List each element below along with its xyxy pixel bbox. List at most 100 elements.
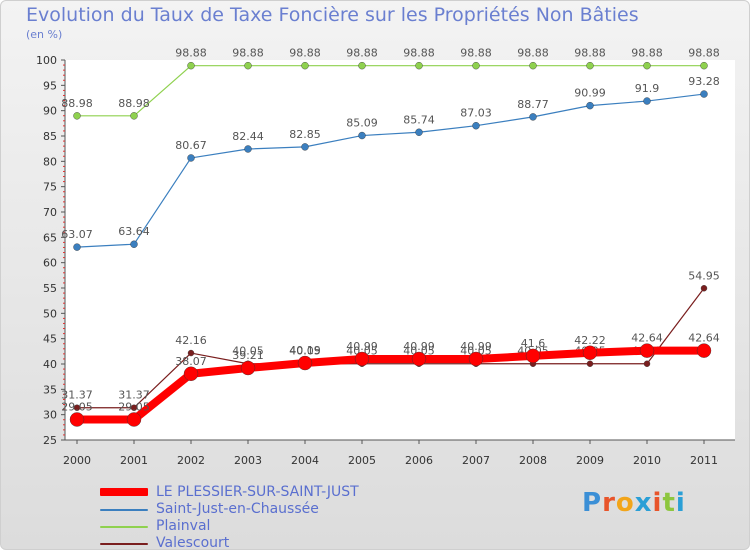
data-label-saint-just-en-chauss-e: 93.28 (688, 75, 720, 88)
y-tick-label: 90 (43, 105, 57, 118)
series-line-le-plessier-sur-saint-just (77, 346, 704, 424)
data-label-le-plessier-sur-saint-just: 42.64 (631, 332, 663, 345)
data-label-le-plessier-sur-saint-just: 29.05 (61, 400, 93, 413)
line-chart: 25 30 35 40 45 50 55 60 65 70 75 80 85 90 95 100 2000 200… (36, 47, 735, 467)
data-point-saint-just-en-chauss-e (130, 240, 138, 248)
data-label-saint-just-en-chauss-e: 88.77 (517, 98, 549, 111)
data-label-plainval: 98.88 (631, 47, 663, 60)
data-label-valescourt: 42.16 (175, 334, 207, 347)
y-tick-label: 35 (43, 383, 57, 396)
data-label-saint-just-en-chauss-e: 82.85 (289, 128, 321, 141)
data-point-plainval (643, 61, 651, 70)
data-point-le-plessier-sur-saint-just (468, 351, 484, 367)
data-label-plainval: 98.88 (574, 47, 606, 60)
data-point-plainval (187, 61, 195, 70)
y-tick-label: 65 (43, 231, 57, 244)
data-label-plainval: 88.98 (118, 97, 150, 110)
plot-area (65, 60, 735, 440)
data-point-le-plessier-sur-saint-just (525, 348, 541, 364)
data-point-plainval (301, 61, 309, 70)
x-tick-label: 2000 (63, 454, 91, 467)
x-tick-label: 2006 (405, 454, 433, 467)
x-tick-label: 2005 (348, 454, 376, 467)
data-label-le-plessier-sur-saint-just: 40.99 (460, 340, 492, 353)
x-tick-label: 2003 (234, 454, 262, 467)
series-line-saint-just-en-chauss-e (76, 93, 705, 248)
legend-swatch-saint-just (100, 509, 148, 511)
chart-title: Evolution du Taux de Taxe Foncière sur l… (26, 4, 639, 26)
y-tick-label: 80 (43, 155, 57, 168)
data-point-plainval (529, 61, 537, 70)
logo-letter: i (675, 488, 686, 518)
logo-letter: t (662, 488, 676, 518)
data-point-le-plessier-sur-saint-just (126, 412, 142, 427)
y-tick-label: 70 (43, 206, 57, 219)
legend-label-plainval: Plainval (156, 518, 211, 534)
data-label-le-plessier-sur-saint-just: 42.64 (688, 332, 720, 345)
proxiti-logo: Proxiti (582, 488, 686, 518)
data-label-plainval: 98.88 (403, 47, 435, 60)
data-label-valescourt: 40.05 (460, 345, 492, 358)
data-point-plainval (415, 61, 423, 70)
logo-letter: P (582, 488, 603, 518)
y-tick-label: 30 (43, 409, 57, 422)
data-label-plainval: 98.88 (346, 47, 378, 60)
y-tick-label: 85 (43, 130, 57, 143)
data-point-saint-just-en-chauss-e (529, 113, 537, 121)
data-label-le-plessier-sur-saint-just: 40.99 (346, 340, 378, 353)
data-label-plainval: 98.88 (688, 47, 720, 60)
data-point-valescourt (187, 349, 195, 357)
y-tick-label: 50 (43, 307, 57, 320)
legend-swatch-valescourt (100, 543, 148, 545)
x-tick-label: 2007 (462, 454, 490, 467)
data-point-plainval (472, 61, 480, 70)
legend-swatch-le-plessier (100, 488, 148, 496)
legend-label-saint-just: Saint-Just-en-Chaussée (156, 501, 319, 517)
x-tick-label: 2009 (576, 454, 604, 467)
legend-label-valescourt: Valescourt (156, 535, 230, 551)
data-label-plainval: 88.98 (61, 97, 93, 110)
data-point-saint-just-en-chauss-e (700, 90, 708, 98)
data-label-le-plessier-sur-saint-just: 39.21 (232, 349, 264, 362)
data-point-plainval (586, 61, 594, 70)
y-tick-label: 95 (43, 79, 57, 92)
data-label-saint-just-en-chauss-e: 85.09 (346, 117, 378, 130)
y-tick-label: 75 (43, 181, 57, 194)
logo-letter: r (602, 488, 616, 518)
data-label-valescourt: 40.05 (232, 345, 264, 358)
data-label-valescourt: 31.37 (61, 389, 93, 402)
data-label-saint-just-en-chauss-e: 85.74 (403, 113, 435, 126)
data-point-saint-just-en-chauss-e (643, 97, 651, 105)
data-point-plainval (130, 112, 138, 120)
y-tick-label: 40 (43, 358, 57, 371)
data-label-saint-just-en-chauss-e: 63.64 (118, 225, 150, 238)
data-point-plainval (244, 61, 252, 70)
data-point-valescourt (586, 360, 594, 367)
data-point-saint-just-en-chauss-e (358, 131, 366, 140)
x-tick-label: 2001 (120, 454, 148, 467)
x-tick-label: 2011 (690, 454, 718, 467)
data-label-valescourt: 40.05 (346, 345, 378, 358)
x-tick-label: 2008 (519, 454, 547, 467)
data-point-le-plessier-sur-saint-just (639, 343, 655, 358)
data-point-le-plessier-sur-saint-just (354, 351, 370, 367)
y-tick-label: 25 (43, 434, 57, 447)
data-point-le-plessier-sur-saint-just (696, 343, 712, 358)
y-tick-label: 100 (36, 54, 57, 67)
data-label-le-plessier-sur-saint-just: 42.22 (574, 334, 606, 347)
data-label-plainval: 98.88 (175, 47, 207, 60)
data-label-valescourt: 40.05 (289, 345, 321, 358)
legend-swatch-plainval (100, 526, 148, 528)
data-point-valescourt (130, 404, 138, 411)
series-line-plainval (77, 65, 704, 117)
data-label-le-plessier-sur-saint-just: 40.19 (289, 344, 321, 357)
y-unit-label: (en %) (26, 28, 63, 41)
y-tick-label: 45 (43, 333, 57, 346)
data-point-valescourt (73, 404, 81, 411)
data-point-saint-just-en-chauss-e (472, 122, 480, 130)
data-label-le-plessier-sur-saint-just: 29.05 (118, 400, 150, 413)
data-label-saint-just-en-chauss-e: 91.9 (635, 82, 660, 95)
data-label-valescourt: 31.37 (118, 389, 150, 402)
data-point-le-plessier-sur-saint-just (411, 351, 427, 367)
x-tick-label: 2004 (291, 454, 319, 467)
